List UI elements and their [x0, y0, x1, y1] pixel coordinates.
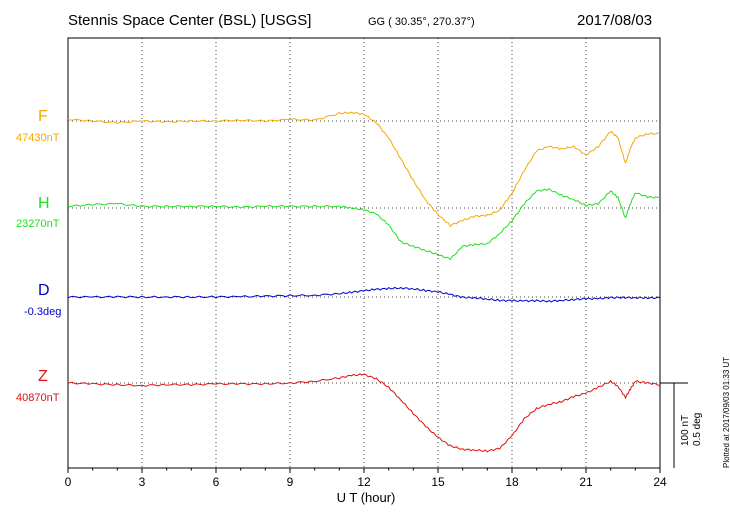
date-label: 2017/08/03	[577, 12, 653, 29]
x-tick-label: 0	[65, 475, 72, 489]
scale-deg-label: 0.5 deg	[692, 412, 703, 446]
x-tick-label: 3	[139, 475, 146, 489]
component-label-f: F	[38, 108, 48, 125]
component-label-h: H	[38, 195, 50, 212]
x-axis-label: U T (hour)	[337, 490, 396, 505]
baseline-value-d: -0.3deg	[24, 306, 62, 318]
x-tick-label: 21	[579, 475, 593, 489]
coordinates-label: GG ( 30.35°, 270.37°)	[368, 16, 475, 28]
scale-nt-label: 100 nT	[680, 414, 691, 446]
scale-bar	[660, 382, 688, 468]
grid	[141, 38, 587, 468]
x-tick-label: 12	[357, 475, 371, 489]
x-axis-tick-labels: 0 3 6 9 12 15 18 21 24	[65, 475, 667, 489]
trace-h	[67, 187, 661, 261]
trace-d	[67, 286, 661, 303]
traces	[67, 111, 661, 453]
x-tick-label: 6	[213, 475, 220, 489]
baseline-value-h: 23270nT	[16, 218, 60, 230]
plotted-timestamp: Plotted at 2017/09/03 01:33 UT	[722, 356, 730, 468]
baselines	[68, 120, 660, 384]
component-label-z: Z	[38, 368, 48, 385]
component-label-d: D	[38, 282, 50, 299]
x-tick-label: 9	[287, 475, 294, 489]
trace-f	[67, 111, 661, 228]
baseline-value-z: 40870nT	[16, 392, 60, 404]
trace-z	[67, 373, 661, 453]
station-title: Stennis Space Center (BSL) [USGS]	[68, 12, 312, 29]
x-tick-label: 15	[431, 475, 445, 489]
x-axis-ticks	[67, 468, 661, 473]
baseline-value-f: 47430nT	[16, 132, 60, 144]
x-tick-label: 18	[505, 475, 519, 489]
x-tick-label: 24	[653, 475, 667, 489]
